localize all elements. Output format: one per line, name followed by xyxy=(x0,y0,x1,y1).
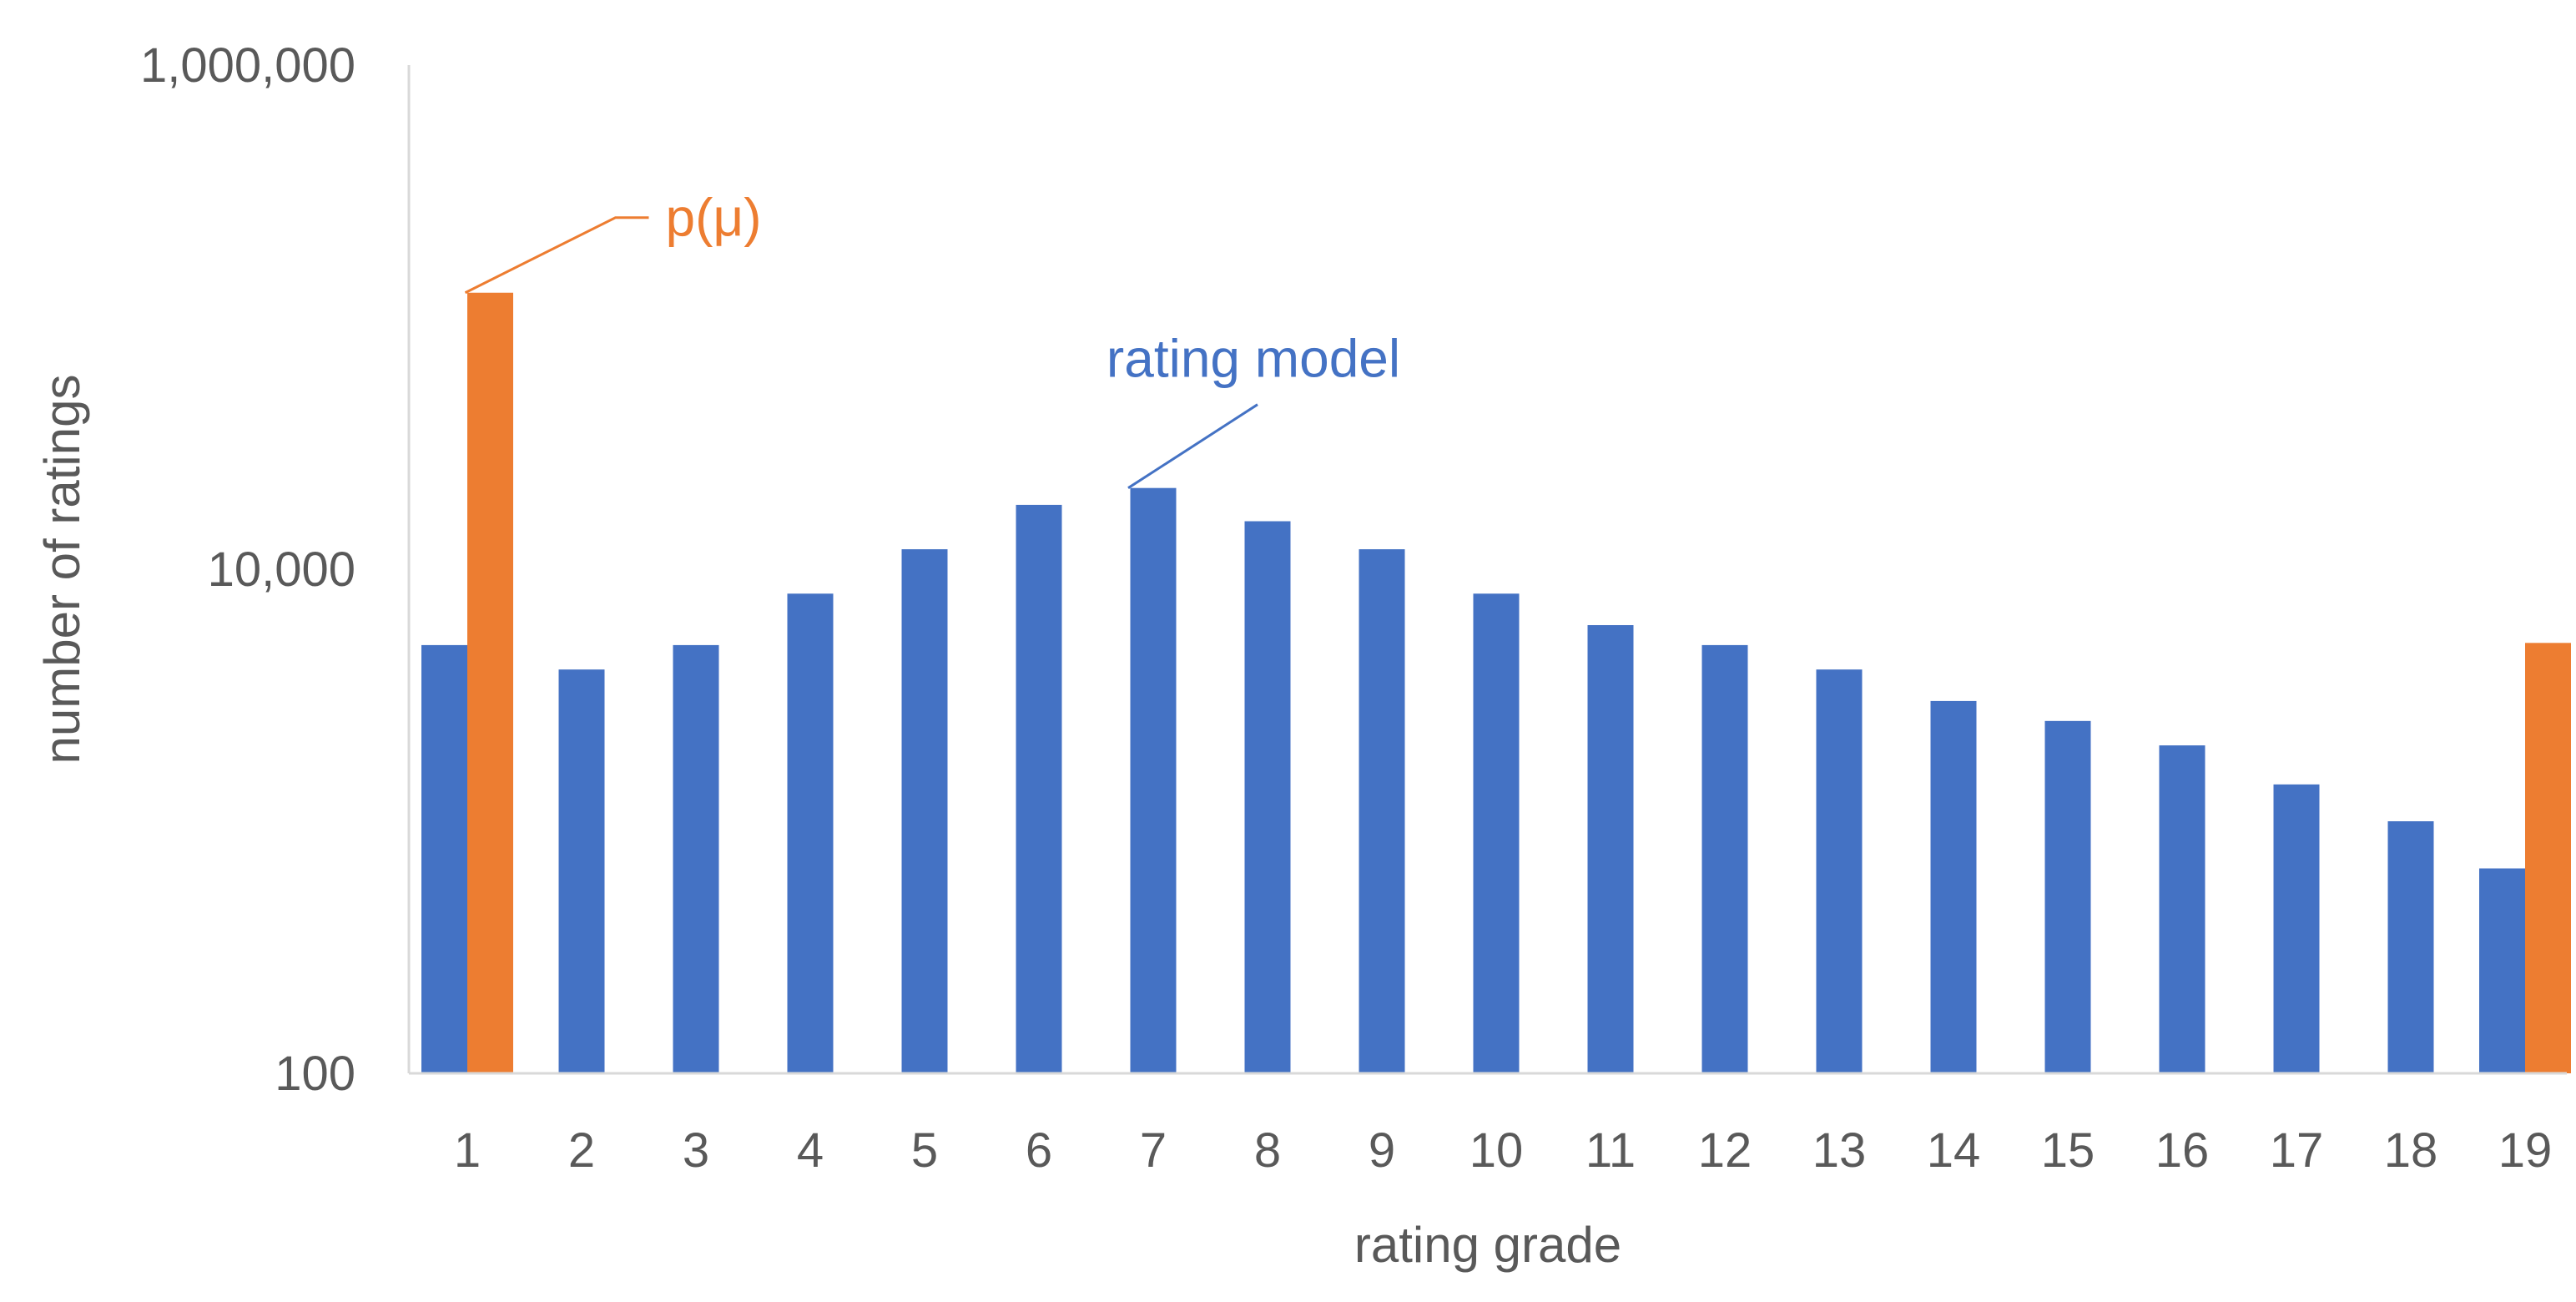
bar-rating-model-13 xyxy=(1816,669,1863,1073)
bar-rating-model-3 xyxy=(673,644,719,1073)
y-tick-labels: 100 10,000 1,000,000 xyxy=(140,38,355,1101)
bar-rating-model-10 xyxy=(1473,593,1520,1073)
y-tick-label: 100 xyxy=(275,1047,355,1101)
y-tick-label: 10,000 xyxy=(208,542,355,597)
annotation-label: rating model xyxy=(1107,329,1400,389)
bar-rating-model-2 xyxy=(558,669,605,1073)
bar-rating-model-7 xyxy=(1130,487,1177,1073)
x-tick-label: 6 xyxy=(1026,1123,1052,1178)
bar-rating-model-18 xyxy=(2387,821,2434,1073)
x-tick-label: 5 xyxy=(911,1123,938,1178)
bar-rating-model-15 xyxy=(2044,720,2091,1073)
x-tick-label: 8 xyxy=(1254,1123,1281,1178)
x-tick-label: 17 xyxy=(2270,1123,2324,1178)
bar-rating-model-17 xyxy=(2273,784,2320,1073)
bar-rating-model-19 xyxy=(2479,868,2525,1073)
y-axis-title: number of ratings xyxy=(34,375,90,765)
annotation-label: p(μ) xyxy=(666,188,762,248)
x-tick-label: 18 xyxy=(2384,1123,2438,1178)
bar-rating-model-4 xyxy=(787,593,834,1073)
annotation-leader-line xyxy=(464,216,649,295)
bar-p-mu-1 xyxy=(467,292,513,1074)
x-tick-label: 13 xyxy=(1812,1123,1867,1178)
bar-rating-model-9 xyxy=(1359,549,1405,1073)
bar-rating-model-11 xyxy=(1587,624,1634,1073)
x-tick-label: 4 xyxy=(797,1123,824,1178)
x-axis-title: rating grade xyxy=(1354,1217,1621,1273)
annotation-leader-line xyxy=(1127,403,1258,489)
x-tick-labels: 1 2 3 4 5 6 7 8 9 10 11 12 13 14 15 16 17 18 19 xyxy=(454,1123,2552,1178)
annotations-layer: p(μ) rating model xyxy=(464,188,1400,489)
x-tick-label: 12 xyxy=(1698,1123,1752,1178)
x-tick-label: 2 xyxy=(568,1123,595,1178)
x-tick-label: 1 xyxy=(454,1123,481,1178)
x-tick-label: 16 xyxy=(2155,1123,2210,1178)
bar-rating-model-12 xyxy=(1701,644,1748,1073)
bar-rating-model-6 xyxy=(1016,504,1062,1073)
bar-rating-model-16 xyxy=(2159,745,2205,1073)
x-tick-label: 11 xyxy=(1585,1123,1636,1178)
x-tick-label: 10 xyxy=(1469,1123,1524,1178)
x-tick-label: 14 xyxy=(1927,1123,1981,1178)
bar-rating-model-1 xyxy=(421,644,467,1073)
bars-layer xyxy=(421,292,2571,1074)
y-tick-label: 1,000,000 xyxy=(140,38,355,93)
x-tick-label: 9 xyxy=(1369,1123,1395,1178)
bar-rating-model-8 xyxy=(1244,521,1291,1073)
x-tick-label: 7 xyxy=(1140,1123,1167,1178)
bar-rating-model-14 xyxy=(1930,700,1977,1073)
bar-rating-model-5 xyxy=(901,549,948,1073)
bar-p-mu-19 xyxy=(2525,643,2571,1073)
x-tick-label: 3 xyxy=(683,1123,709,1178)
x-tick-label: 19 xyxy=(2498,1123,2553,1178)
x-tick-label: 15 xyxy=(2041,1123,2095,1178)
